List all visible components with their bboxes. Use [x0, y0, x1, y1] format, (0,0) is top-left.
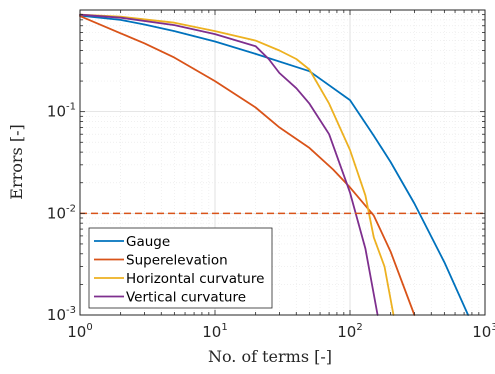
legend-label-horizontal-curvature: Horizontal curvature	[126, 271, 264, 287]
x-tick-label: 102	[337, 322, 362, 341]
series-line-vertical-curvature	[79, 13, 379, 316]
axes-box	[79, 9, 486, 316]
x-axis-label: No. of terms [-]	[208, 347, 332, 366]
legend-label-vertical-curvature: Vertical curvature	[126, 290, 246, 306]
x-tick-label: 103	[472, 322, 495, 341]
x-tick-label: 101	[202, 322, 227, 341]
series-line-horizontal-curvature	[79, 13, 395, 316]
legend-label-superelevation: Superelevation	[126, 253, 228, 269]
legend-label-gauge: Gauge	[126, 234, 170, 250]
y-tick-label: 10-3	[47, 305, 76, 324]
axis-ticks: 100 101 102 103 10-3 10-2 10-1	[47, 10, 495, 341]
series-line-superelevation	[79, 15, 416, 316]
series-lines	[79, 13, 469, 316]
legend: Gauge Superelevation Horizontal curvature V…	[88, 227, 273, 309]
y-axis-label: Errors [-]	[7, 124, 26, 199]
y-tick-label: 10-1	[47, 102, 76, 121]
legend-box	[88, 227, 273, 309]
x-tick-label: 100	[67, 322, 92, 341]
y-tick-label: 10-2	[47, 203, 76, 222]
